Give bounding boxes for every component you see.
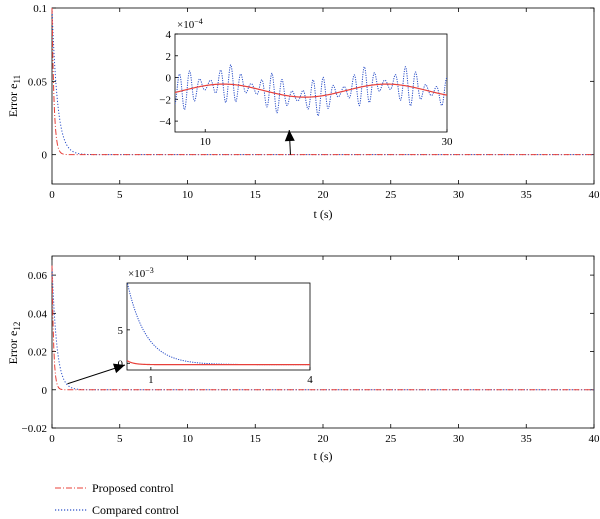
inset-e11-frame	[174, 33, 448, 133]
plot-e11: 00.050.1 0 5 10 15 20 25 30 35 40 t (s) Error e1…	[6, 3, 600, 221]
ytick-label: 0.05	[28, 76, 48, 88]
xtick-label: 25	[385, 433, 397, 445]
plot-e11-xlabel: t (s)	[314, 207, 333, 221]
xtick-label: 30	[453, 189, 465, 201]
plot-e12-xlabel: t (s)	[314, 449, 333, 463]
inset-xtick-label: 4	[307, 374, 313, 386]
xtick-label: 10	[182, 433, 194, 445]
xtick-label: 40	[589, 189, 600, 201]
inset-ytick-label: 0	[118, 358, 124, 370]
xtick-label: 40	[589, 433, 600, 445]
plot-e11-yticks: 0 0.05 0.1	[28, 3, 594, 162]
inset-ytick-label: 0	[166, 73, 172, 85]
arrow-head	[284, 130, 295, 142]
inset-series-line-compared	[175, 64, 447, 117]
ytick-label: 0.02	[28, 347, 47, 359]
legend: Proposed control Compared control	[55, 481, 180, 517]
inset-ytick-label: −2	[159, 94, 171, 106]
xtick-label: 5	[117, 433, 123, 445]
ytick-label: 0	[42, 385, 48, 397]
inset-e12-arrow	[67, 363, 126, 385]
xtick-label: 0	[49, 189, 55, 201]
series-line-proposed	[51, 265, 594, 391]
inset-e11-ticks: −4 −2 0 2 4 10 30	[159, 29, 453, 148]
inset-e11-series	[175, 64, 447, 117]
xtick-label: 10	[182, 189, 194, 201]
series-line-proposed	[51, 7, 594, 156]
inset-e12-series	[127, 283, 310, 366]
xtick-label: 15	[250, 433, 262, 445]
xtick-label: 0	[49, 433, 55, 445]
ytick-label: 0.06	[28, 270, 48, 282]
legend-proposed-label: Proposed control	[92, 481, 174, 495]
inset-e12-ticks: 0 5 1 4	[118, 325, 314, 386]
xtick-label: 35	[521, 189, 533, 201]
inset-xtick-label: 30	[442, 136, 454, 148]
plot-e12-xticks: 0 5 10 15 20 25 30 35 40	[49, 256, 600, 445]
ytick-label: 0.1	[33, 3, 47, 15]
xtick-label: 15	[250, 189, 262, 201]
ytick-label: 0	[42, 150, 48, 162]
inset-e12-frame	[126, 282, 311, 371]
plot-e11-series	[51, 7, 594, 156]
inset-ytick-label: 5	[118, 325, 124, 337]
ytick-label: −0.02	[22, 423, 47, 435]
inset-e12: 0 5 1 4 ×10−3	[118, 266, 314, 386]
inset-series-line-proposed	[127, 360, 310, 366]
xtick-label: 30	[453, 433, 465, 445]
plot-e11-ylabel: Error e11	[6, 75, 22, 117]
xtick-label: 25	[385, 189, 397, 201]
inset-e11: −4 −2 0 2 4 10 30 ×10−4	[159, 17, 453, 148]
legend-compared-label: Compared control	[92, 503, 180, 517]
inset-ytick-label: 4	[166, 29, 172, 41]
plot-e12-yticks: −0.02 0 0.02 0.04 0.06	[22, 270, 594, 435]
xtick-label: 35	[521, 433, 533, 445]
inset-xtick-label: 10	[200, 136, 212, 148]
inset-ytick-label: 2	[166, 51, 172, 63]
xtick-label: 20	[318, 189, 330, 201]
xtick-label: 20	[318, 433, 330, 445]
inset-series-line-proposed	[175, 83, 447, 98]
xtick-label: 5	[117, 189, 123, 201]
arrow-head	[112, 363, 125, 374]
ytick-label: 0.04	[28, 308, 48, 320]
inset-e12-scale-label: ×10−3	[128, 266, 154, 280]
inset-xtick-label: 1	[148, 374, 154, 386]
inset-ytick-label: −4	[159, 116, 171, 128]
inset-e11-scale-label: ×10−4	[177, 17, 203, 31]
plot-e12-ylabel: Error e12	[6, 322, 22, 365]
plot-e12-series	[51, 265, 594, 391]
inset-e11-arrow	[284, 129, 295, 155]
